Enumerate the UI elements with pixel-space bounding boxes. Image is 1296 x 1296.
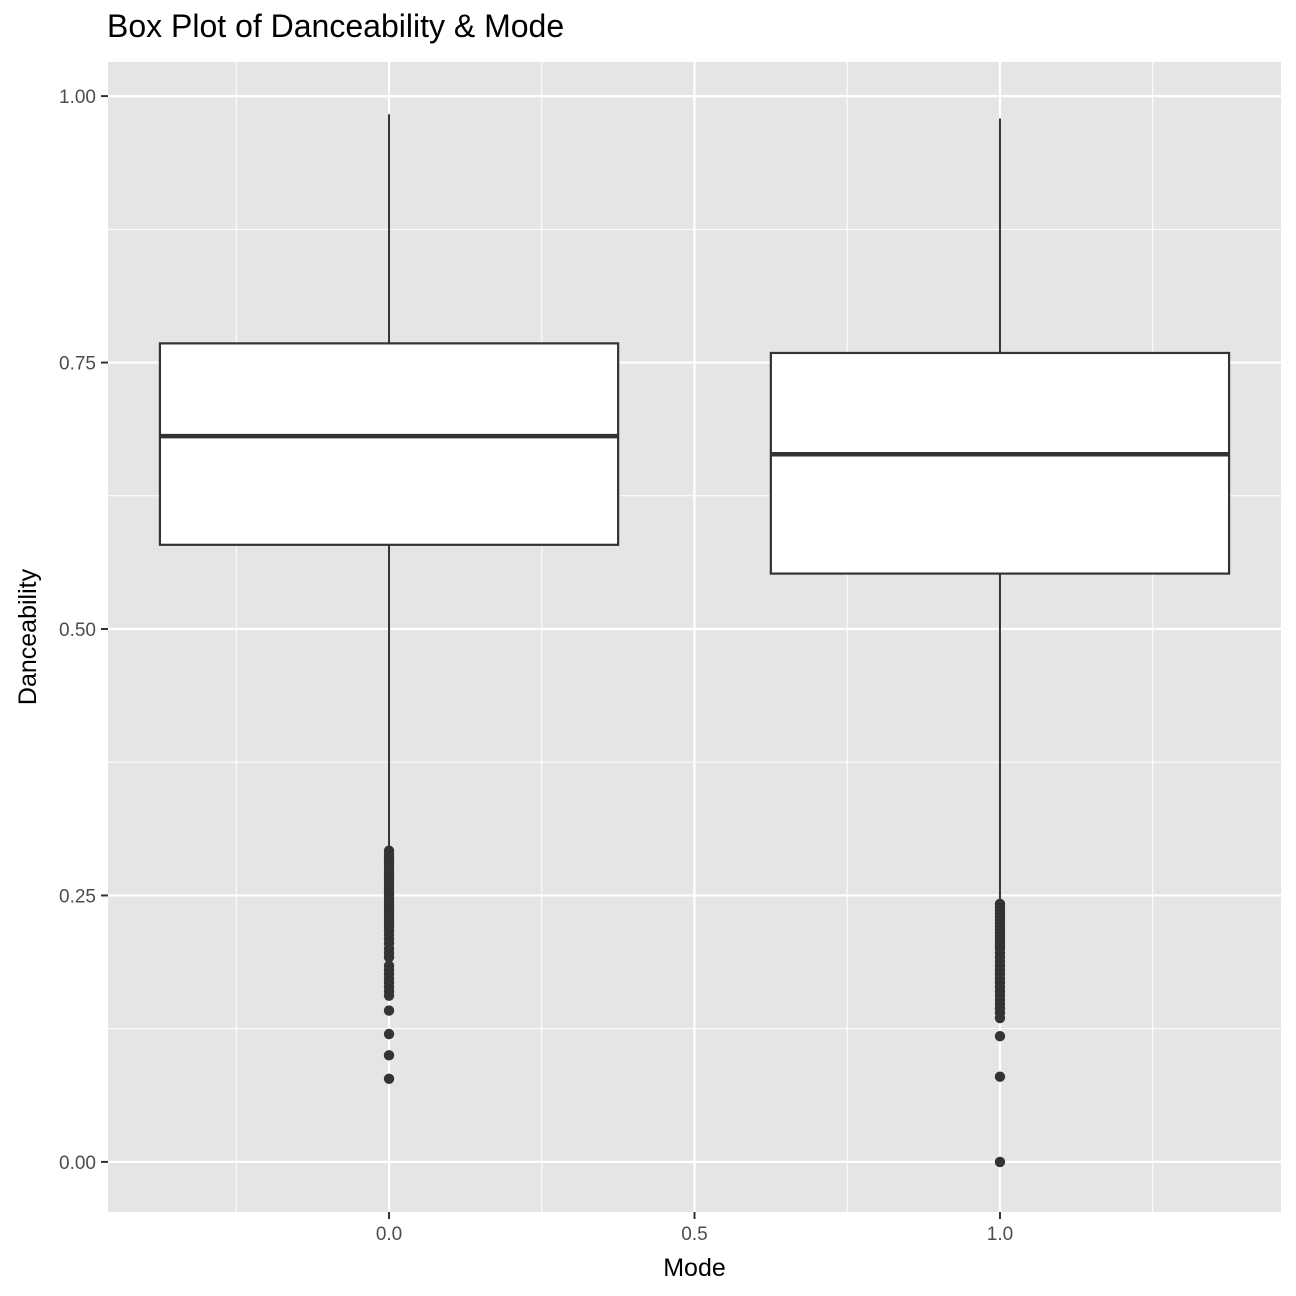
x-tick-label: 1.0: [987, 1224, 1013, 1245]
y-tick-label: 0.50: [59, 620, 96, 641]
y-tick-label: 0.75: [59, 354, 96, 375]
x-tick-label: 0.5: [681, 1224, 707, 1245]
boxes: [158, 114, 1231, 1168]
outlier-point: [994, 1012, 1006, 1024]
x-axis-title: Mode: [663, 1254, 726, 1282]
y-tick-label: 1.00: [59, 87, 96, 108]
box-body: [769, 351, 1231, 575]
y-tick-label: 0.25: [59, 886, 96, 907]
box-group: [769, 118, 1231, 1168]
chart-title: Box Plot of Danceability & Mode: [107, 8, 565, 44]
box-body: [158, 342, 620, 546]
outlier-point: [383, 952, 395, 963]
x-tick-label: 0.0: [376, 1224, 402, 1245]
y-axis-title: Danceability: [14, 568, 42, 705]
outlier-point: [383, 990, 395, 1001]
outlier-point: [994, 1030, 1006, 1042]
box-group: [158, 114, 620, 1084]
outlier-point: [383, 1073, 395, 1084]
y-tick-label: 0.00: [59, 1153, 96, 1174]
outlier-point: [383, 1050, 395, 1061]
outlier-point: [994, 1071, 1006, 1082]
x-axis: 0.0 0.5 1.0: [376, 1212, 1013, 1245]
outlier-point: [383, 1005, 395, 1016]
outlier-point: [994, 1156, 1006, 1168]
outlier-point: [383, 1028, 395, 1040]
y-axis: 0.00 0.25 0.50 0.75 1.00: [59, 87, 108, 1174]
